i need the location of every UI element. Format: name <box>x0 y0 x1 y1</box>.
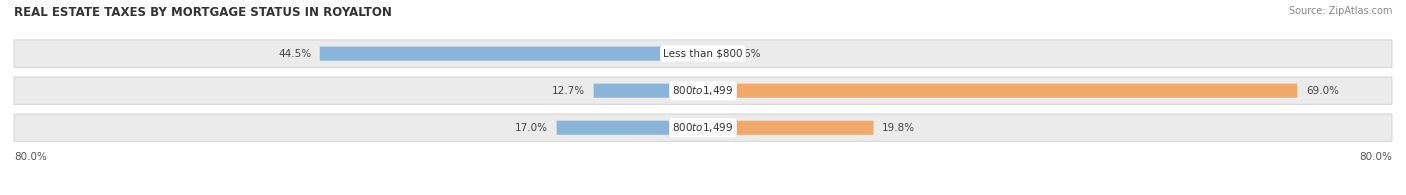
FancyBboxPatch shape <box>557 121 703 135</box>
Text: REAL ESTATE TAXES BY MORTGAGE STATUS IN ROYALTON: REAL ESTATE TAXES BY MORTGAGE STATUS IN … <box>14 6 392 19</box>
FancyBboxPatch shape <box>14 40 1392 67</box>
FancyBboxPatch shape <box>703 121 873 135</box>
FancyBboxPatch shape <box>319 47 703 61</box>
Text: 80.0%: 80.0% <box>1360 152 1392 162</box>
Text: Source: ZipAtlas.com: Source: ZipAtlas.com <box>1288 6 1392 16</box>
Text: Less than $800: Less than $800 <box>664 49 742 59</box>
FancyBboxPatch shape <box>14 77 1392 104</box>
Text: $800 to $1,499: $800 to $1,499 <box>672 121 734 134</box>
Text: 17.0%: 17.0% <box>515 123 548 133</box>
Text: 12.7%: 12.7% <box>553 86 585 96</box>
Text: $800 to $1,499: $800 to $1,499 <box>672 84 734 97</box>
FancyBboxPatch shape <box>593 84 703 98</box>
Text: 44.5%: 44.5% <box>278 49 311 59</box>
Text: 19.8%: 19.8% <box>882 123 915 133</box>
Text: 80.0%: 80.0% <box>14 152 46 162</box>
Text: 69.0%: 69.0% <box>1306 86 1339 96</box>
FancyBboxPatch shape <box>703 47 725 61</box>
FancyBboxPatch shape <box>703 84 1298 98</box>
FancyBboxPatch shape <box>14 114 1392 141</box>
Text: 2.6%: 2.6% <box>734 49 761 59</box>
